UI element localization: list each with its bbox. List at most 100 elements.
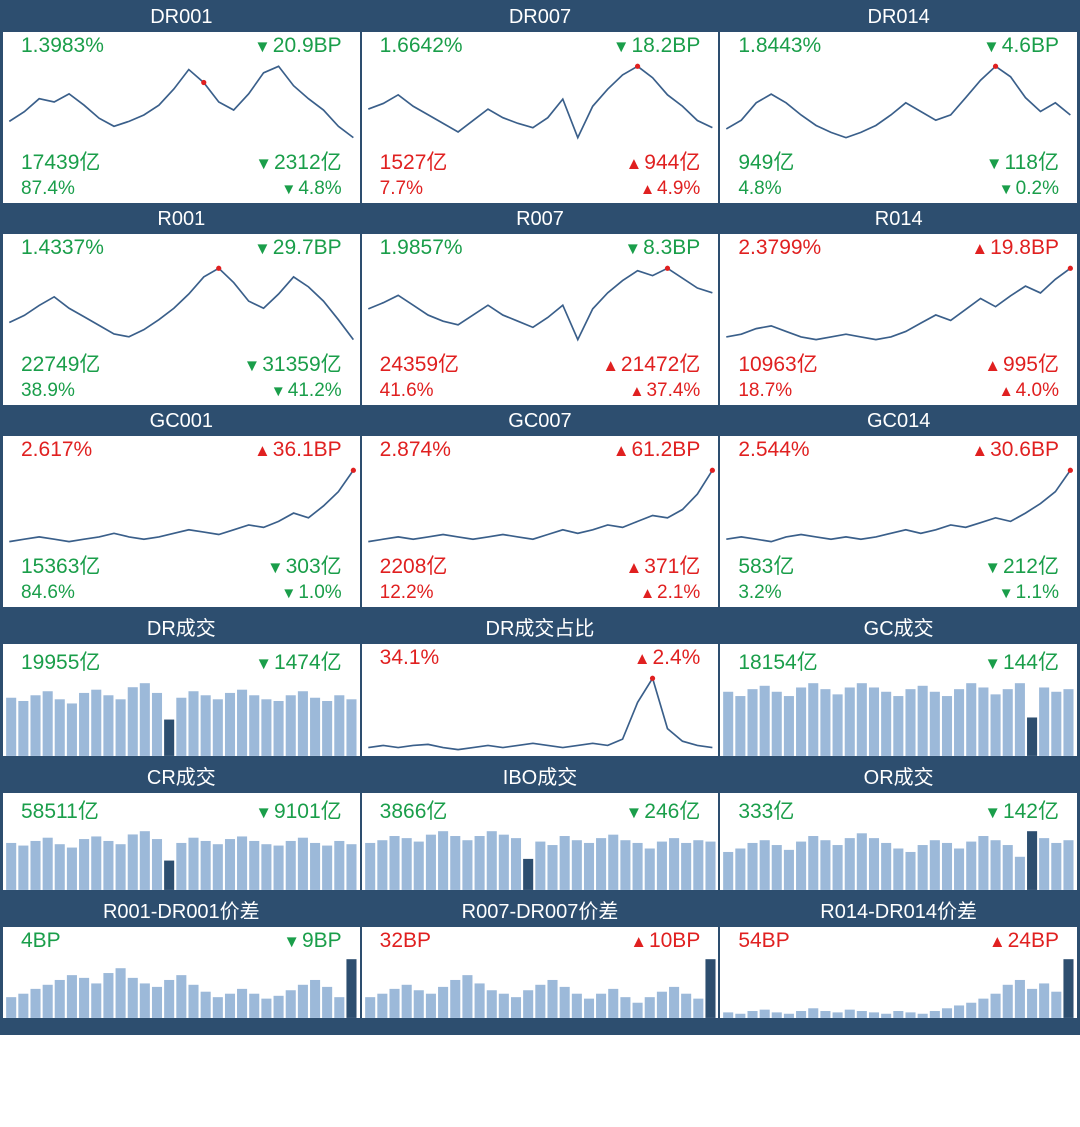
stat-value: 118亿 (986, 146, 1059, 176)
stat-value: 1.0% (281, 582, 341, 604)
stat-value: 4.0% (999, 380, 1059, 402)
top-stat-row: 18154亿144亿 (720, 644, 1077, 678)
stat-value: 4.8% (738, 178, 781, 200)
bottom-stat-row-1: 15363亿 303亿 (3, 548, 360, 582)
stat-value: 29.7BP (254, 236, 342, 260)
stat-value: 31359亿 (244, 348, 342, 378)
line-chart (720, 262, 1077, 346)
panel-title: DR成交占比 (362, 609, 719, 644)
panel-r007: R0071.9857%8.3BP 24359亿 21472亿41.6%37.4% (361, 204, 720, 406)
stat-value: 21472亿 (602, 348, 700, 378)
stat-value: 371亿 (626, 550, 701, 580)
panel-title: R001-DR001价差 (3, 892, 360, 927)
stat-value: 1527亿 (380, 146, 448, 176)
panel-title: DR001 (3, 3, 360, 32)
bar-chart (3, 827, 360, 890)
bottom-stat-row-2: 18.7% 4.0% (720, 380, 1077, 405)
bottom-stat-row-2: 4.8%0.2% (720, 178, 1077, 203)
top-stat-row: 1.9857%8.3BP (362, 234, 719, 262)
stat-value: 22749亿 (21, 348, 100, 378)
stat-value: 1.1% (999, 582, 1059, 604)
top-stat-row: 34.1%2.4% (362, 644, 719, 672)
stat-value: 34.1% (380, 646, 440, 670)
panel-spread001: R001-DR001价差4BP9BP (2, 891, 361, 1019)
stat-value: 15363亿 (21, 550, 100, 580)
bottom-stat-row-1: 583亿212亿 (720, 548, 1077, 582)
stat-value: 41.2% (271, 380, 342, 402)
footer-bar (2, 1019, 1078, 1033)
stat-value: 37.4% (629, 380, 700, 402)
panel-title: R014-DR014价差 (720, 892, 1077, 927)
stat-value: 38.9% (21, 380, 75, 402)
bar-chart (720, 827, 1077, 890)
stat-value: 1.6642% (380, 34, 463, 58)
panel-title: R007-DR007价差 (362, 892, 719, 927)
stat-value: 303亿 (267, 550, 342, 580)
line-chart (362, 60, 719, 144)
stat-value: 944亿 (626, 146, 701, 176)
panel-title: IBO成交 (362, 758, 719, 793)
stat-value: 4.6BP (983, 34, 1059, 58)
panel-title: R014 (720, 205, 1077, 234)
stat-value: 24359亿 (380, 348, 459, 378)
top-stat-row: 54BP24BP (720, 927, 1077, 955)
stat-value: 10BP (630, 929, 700, 953)
stat-value: 2.617% (21, 438, 92, 462)
stat-value: 3866亿 (380, 795, 448, 825)
stat-value: 4.9% (640, 178, 700, 200)
panel-title: R001 (3, 205, 360, 234)
bottom-stat-row-2: 3.2% 1.1% (720, 582, 1077, 607)
stat-value: 2.3799% (738, 236, 821, 260)
line-chart (362, 464, 719, 548)
panel-title: GC007 (362, 407, 719, 436)
panel-gc_vol: GC成交18154亿144亿 (719, 608, 1078, 757)
stat-value: 12.2% (380, 582, 434, 604)
stat-value: 18.7% (738, 380, 792, 402)
top-stat-row: 32BP10BP (362, 927, 719, 955)
panel-gc014: GC0142.544%30.6BP 583亿212亿3.2% 1.1% (719, 406, 1078, 608)
stat-value: 7.7% (380, 178, 423, 200)
bar-chart (3, 678, 360, 756)
bottom-stat-row-2: 41.6%37.4% (362, 380, 719, 405)
stat-value: 19.8BP (971, 236, 1059, 260)
panel-title: DR014 (720, 3, 1077, 32)
top-stat-row: 19955亿1474亿 (3, 644, 360, 678)
stat-value: 333亿 (738, 795, 794, 825)
bar-chart (3, 955, 360, 1018)
panel-title: R007 (362, 205, 719, 234)
stat-value: 24BP (989, 929, 1059, 953)
panel-dr014: DR0141.8443% 4.6BP 949亿 118亿4.8%0.2% (719, 2, 1078, 204)
bottom-stat-row-1: 10963亿995亿 (720, 346, 1077, 380)
panel-dr_ratio: DR成交占比34.1%2.4% (361, 608, 720, 757)
panel-cr_vol: CR成交58511亿9101亿 (2, 757, 361, 891)
stat-value: 583亿 (738, 550, 794, 580)
panel-spread014: R014-DR014价差54BP24BP (719, 891, 1078, 1019)
stat-value: 3.2% (738, 582, 781, 604)
bottom-stat-row-1: 949亿 118亿 (720, 144, 1077, 178)
panel-title: GC成交 (720, 609, 1077, 644)
top-stat-row: 1.3983%20.9BP (3, 32, 360, 60)
stat-value: 4.8% (281, 178, 341, 200)
bottom-stat-row-2: 38.9% 41.2% (3, 380, 360, 405)
stat-value: 10963亿 (738, 348, 817, 378)
panel-title: CR成交 (3, 758, 360, 793)
bottom-stat-row-1: 17439亿2312亿 (3, 144, 360, 178)
stat-value: 1.8443% (738, 34, 821, 58)
bar-chart (362, 827, 719, 890)
top-stat-row: 1.8443% 4.6BP (720, 32, 1077, 60)
panel-title: GC014 (720, 407, 1077, 436)
panel-title: DR007 (362, 3, 719, 32)
line-chart (3, 60, 360, 144)
stat-value: 1.3983% (21, 34, 104, 58)
top-stat-row: 1.6642% 18.2BP (362, 32, 719, 60)
stat-value: 18.2BP (613, 34, 701, 58)
stat-value: 949亿 (738, 146, 794, 176)
bottom-stat-row-1: 2208亿371亿 (362, 548, 719, 582)
bottom-stat-row-1: 1527亿 944亿 (362, 144, 719, 178)
stat-value: 30.6BP (971, 438, 1059, 462)
stat-value: 18154亿 (738, 646, 817, 676)
panel-gc007: GC0072.874%61.2BP 2208亿371亿12.2%2.1% (361, 406, 720, 608)
stat-value: 9101亿 (255, 795, 341, 825)
stat-value: 1.4337% (21, 236, 104, 260)
top-stat-row: 2.544%30.6BP (720, 436, 1077, 464)
